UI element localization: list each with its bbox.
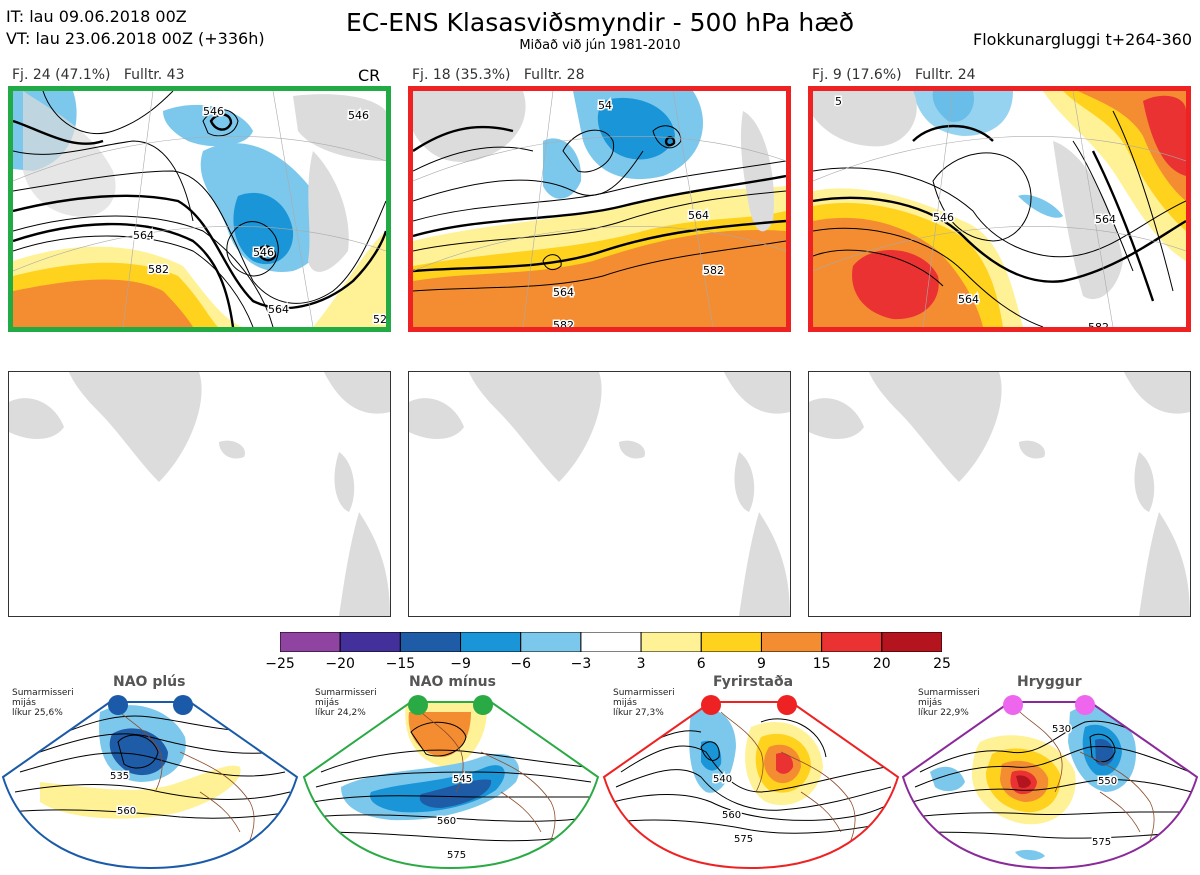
cluster-1-tag: CR	[358, 66, 381, 85]
contour-label: 582	[1088, 321, 1109, 327]
colorbar-swatch	[640, 631, 702, 653]
contour-label: 546	[348, 109, 369, 122]
contour-label: 564	[958, 293, 979, 306]
colorbar-swatch	[700, 631, 762, 653]
cluster-map-2: 54 564 564 582 582	[408, 86, 791, 332]
colorbar-tick-label: −9	[450, 656, 471, 672]
colorbar-swatch	[520, 631, 582, 653]
colorbar-tick-label: 9	[756, 656, 766, 672]
contour-label: 582	[148, 263, 169, 276]
contour-label: 564	[133, 229, 154, 242]
colorbar-tick-label: 6	[696, 656, 706, 672]
cluster-3-label: Fj. 9 (17.6%) Fulltr. 24	[812, 67, 976, 83]
colorbar-swatch	[460, 631, 522, 653]
colorbar-tick-label: 25	[933, 656, 951, 672]
contour-label: 546	[253, 246, 274, 259]
contour-label: 560	[117, 806, 136, 817]
contour-label: 5	[835, 95, 842, 108]
regime-nao-minus: 545 560 575 NAO mínus Sumarmisseri mijás l…	[301, 672, 601, 871]
colorbar-swatch	[760, 631, 823, 653]
page-title: EC-ENS Klasasviðsmyndir - 500 hPa hæð	[345, 8, 855, 37]
contour-label: 575	[447, 850, 466, 861]
contour-label: 535	[110, 771, 129, 782]
colorbar-tick-label: 3	[636, 656, 646, 672]
contour-label: 550	[1098, 776, 1117, 787]
empty-map-3	[808, 371, 1191, 617]
colorbar-swatch	[399, 631, 462, 653]
colorbar-tick-label: −20	[325, 656, 355, 672]
colorbar-tick-label: 15	[812, 656, 831, 672]
cluster-map-1: 546 546 546 564 582 564 52	[8, 86, 391, 332]
contour-label: 560	[437, 816, 456, 827]
regime-ridge: 530 550 575 Hryggur Sumarmisseri mijás lík…	[900, 672, 1200, 871]
regime-blocking: 540 560 575 Fyrirstaða Sumarmisseri mijás…	[601, 672, 901, 871]
regime-nao-plus: 535 560 NAO plús Sumarmisseri mijás líkur …	[0, 672, 300, 871]
colorbar-swatch	[279, 631, 341, 653]
colorbar-tick-label: −6	[510, 656, 532, 672]
valid-time: VT: lau 23.06.2018 00Z (+336h)	[6, 29, 265, 48]
contour-label: 582	[703, 264, 724, 277]
empty-map-1	[8, 371, 391, 617]
regime-title: Fyrirstaða	[713, 674, 794, 690]
colorbar-swatch	[580, 631, 642, 653]
contour-label: 564	[688, 209, 709, 222]
colorbar-tick-label: −25	[265, 656, 295, 672]
contour-label: 582	[553, 319, 574, 327]
cluster-2-label: Fj. 18 (35.3%) Fulltr. 28	[412, 67, 585, 83]
cluster-window: Flokkunargluggi t+264-360	[973, 30, 1192, 49]
regime-title: NAO mínus	[409, 674, 496, 690]
contour-label: 564	[268, 303, 289, 316]
colorbar-tick-label: −15	[385, 656, 416, 672]
colorbar	[279, 631, 943, 653]
colorbar-swatch	[881, 631, 943, 653]
cluster-map-3: 5 546 564 564 582	[808, 86, 1191, 332]
cluster-1-label: Fj. 24 (47.1%) Fulltr. 43	[12, 67, 185, 83]
colorbar-tick-label: −3	[570, 656, 592, 672]
colorbar-tick-label: 20	[872, 656, 891, 672]
regime-probability: Sumarmisseri mijás líkur 24,2%	[315, 688, 377, 718]
header-times: IT: lau 09.06.2018 00Z VT: lau 23.06.201…	[6, 6, 265, 50]
colorbar-swatch	[339, 631, 401, 653]
contour-label: 564	[1095, 213, 1116, 226]
contour-label: 546	[933, 211, 954, 224]
regime-probability: Sumarmisseri mijás líkur 27,3%	[613, 688, 675, 718]
contour-label: 560	[722, 810, 741, 821]
contour-label: 545	[453, 774, 472, 785]
regime-title: NAO plús	[113, 674, 186, 690]
colorbar-swatch	[821, 631, 883, 653]
contour-label: 564	[553, 286, 574, 299]
contour-label: 575	[734, 834, 753, 845]
contour-label: 54	[598, 99, 612, 112]
contour-label: 540	[713, 774, 732, 785]
contour-label: 546	[203, 105, 224, 118]
regime-probability: Sumarmisseri mijás líkur 25,6%	[12, 688, 74, 718]
regime-probability: Sumarmisseri mijás líkur 22,9%	[918, 688, 980, 718]
contour-label: 530	[1052, 724, 1071, 735]
regime-title: Hryggur	[1017, 674, 1082, 690]
initial-time: IT: lau 09.06.2018 00Z	[6, 7, 187, 26]
empty-map-2	[408, 371, 791, 617]
page-subtitle: Miðað við jún 1981-2010	[519, 38, 681, 53]
contour-label: 52	[373, 313, 386, 326]
contour-label: 575	[1092, 837, 1111, 848]
